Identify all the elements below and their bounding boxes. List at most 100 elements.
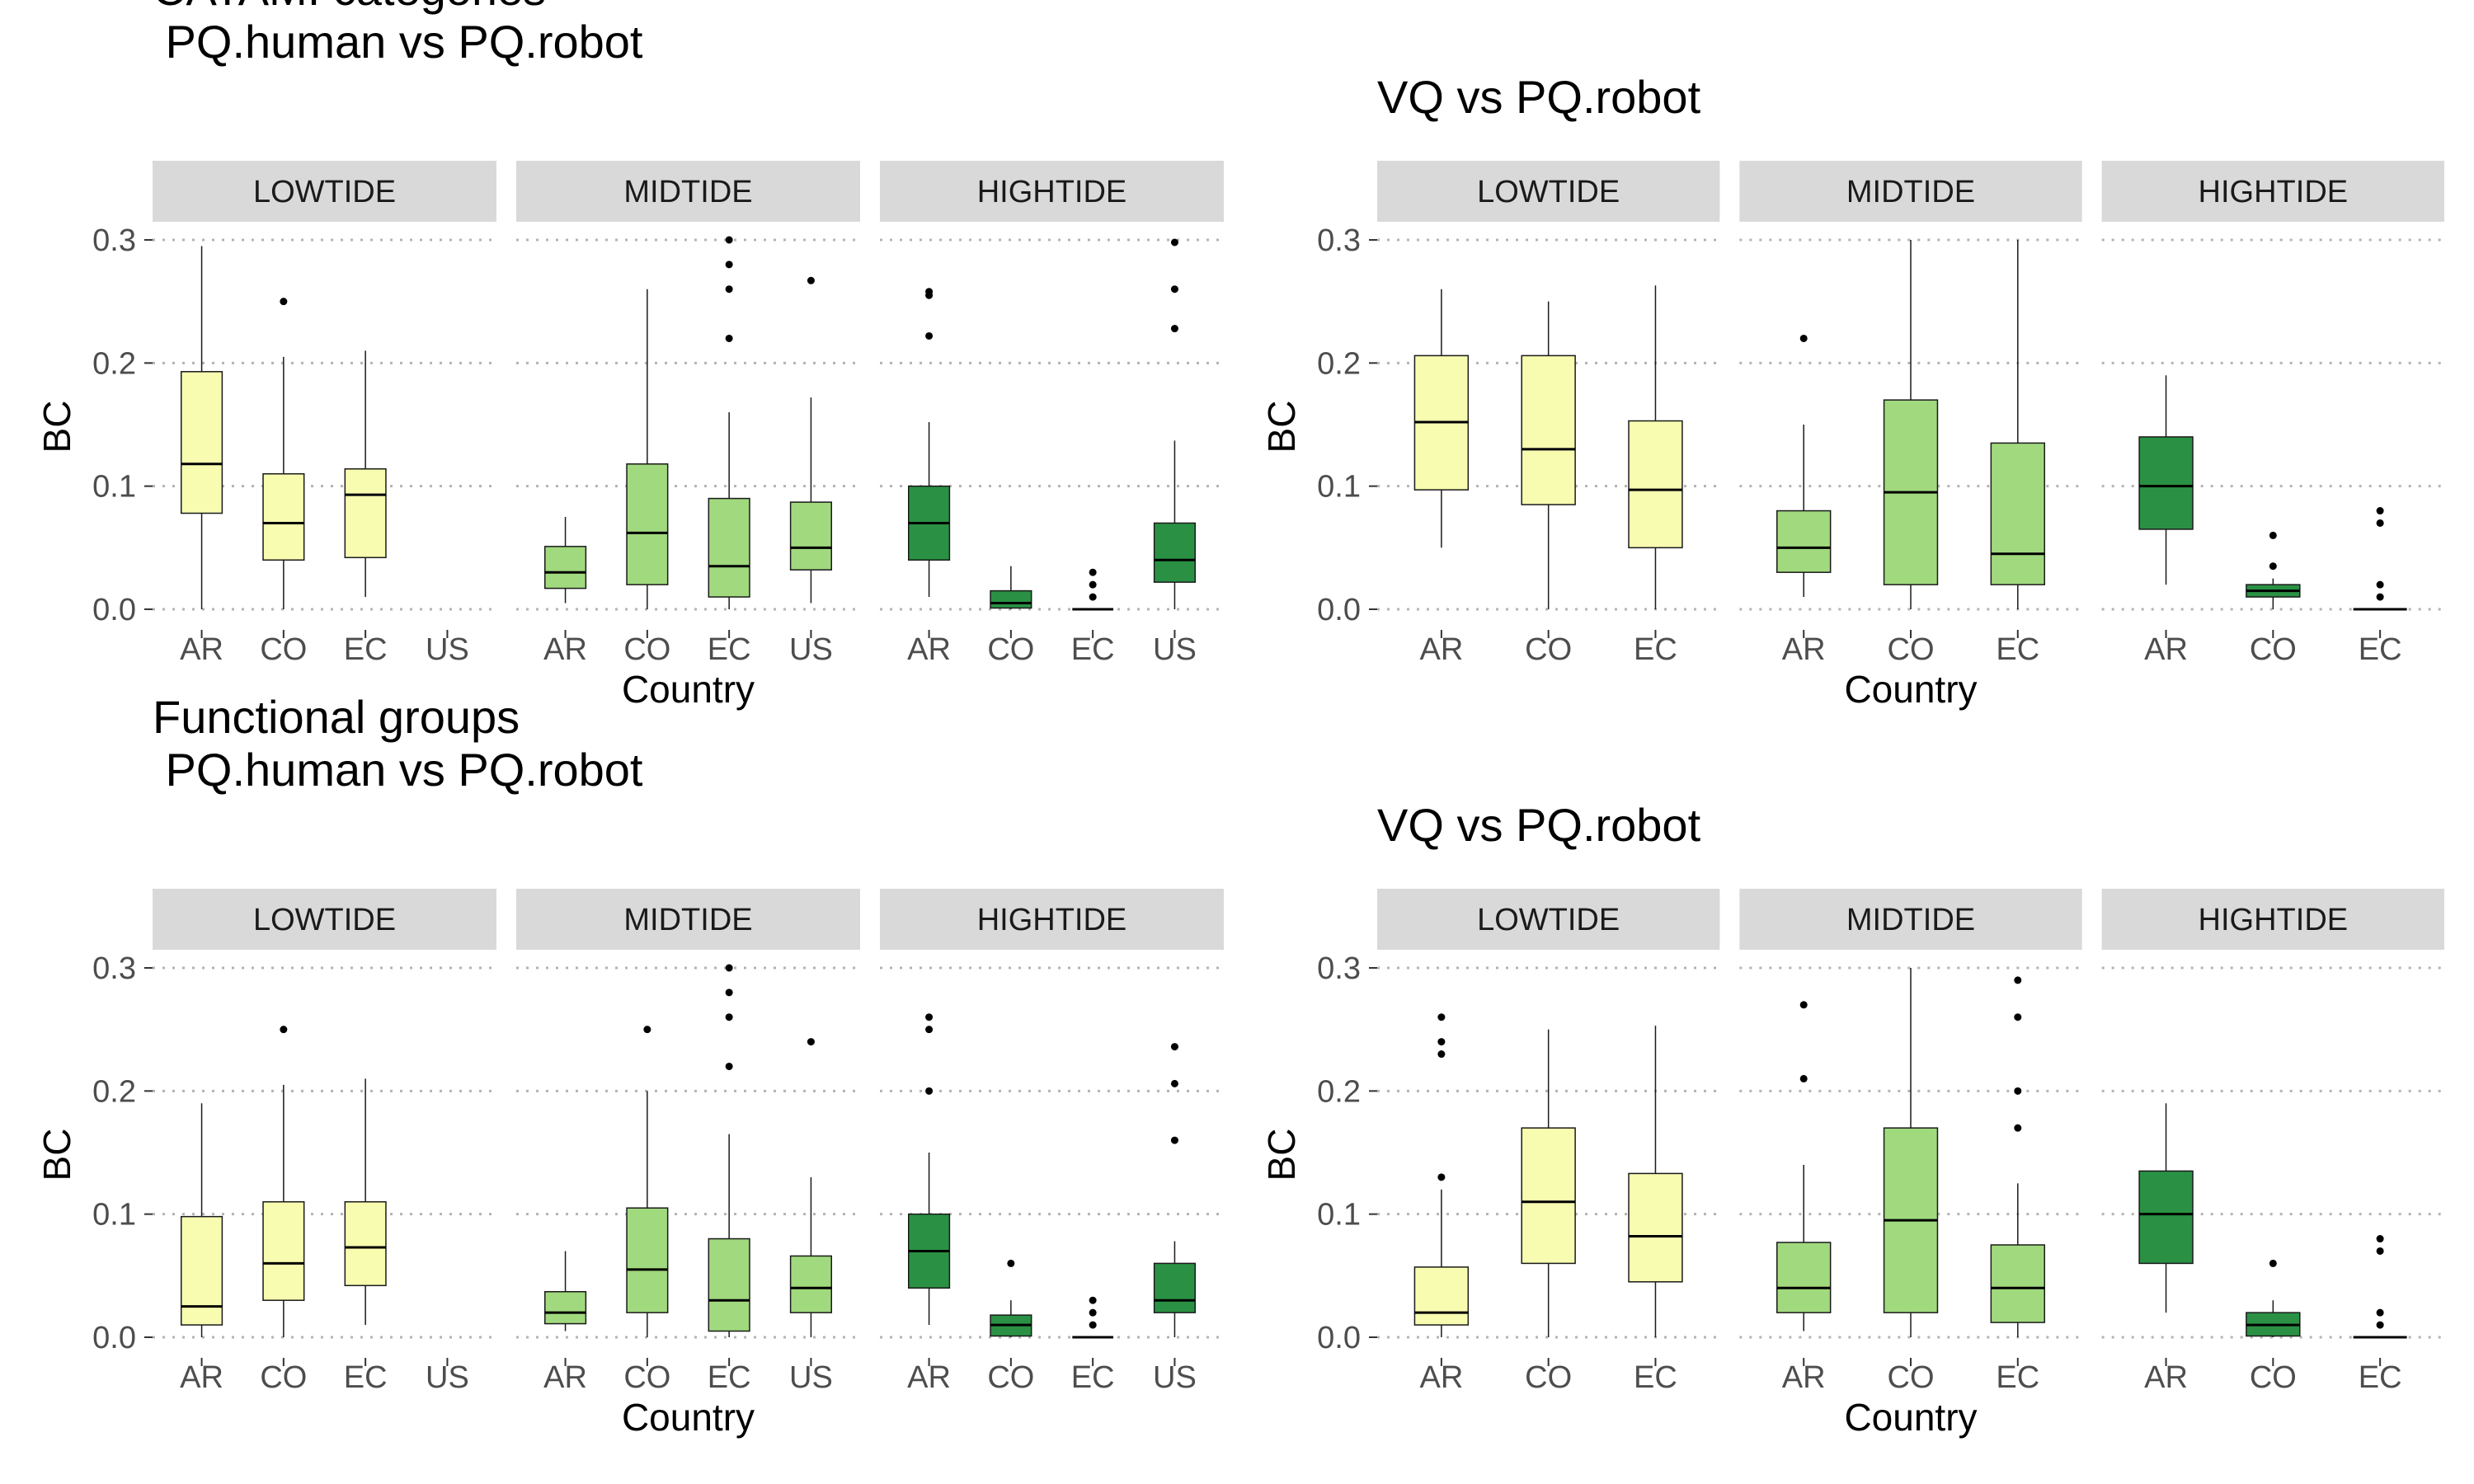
outlier-point <box>2269 1259 2277 1267</box>
box-iqr <box>708 497 750 598</box>
outlier-point <box>2376 1235 2384 1243</box>
y-axis-title: BC <box>1260 1129 1303 1181</box>
box-iqr <box>1990 1244 2045 1323</box>
box-iqr <box>344 1200 387 1287</box>
box-ec <box>1072 1296 1113 1339</box>
x-axis-title: Country <box>1844 1396 1977 1439</box>
y-tick-label: 0.0 <box>1317 593 1361 627</box>
box-iqr <box>1628 1172 1683 1283</box>
outlier-point <box>725 989 733 997</box>
box-ar <box>1776 334 1832 598</box>
facet-strip <box>516 889 860 950</box>
outlier-point <box>2269 562 2277 571</box>
box-iqr <box>1153 1262 1197 1313</box>
plot-title: VQ vs PQ.robot <box>1377 799 1701 851</box>
box-co <box>1521 301 1576 609</box>
plot-title: PQ.human vs PQ.robot <box>153 744 643 796</box>
box-iqr <box>2138 436 2194 530</box>
facet-strip-label: LOWTIDE <box>1477 903 1620 937</box>
box-iqr <box>181 1215 223 1326</box>
facet-strip <box>516 161 860 222</box>
outlier-point <box>807 276 815 284</box>
outlier-point <box>1437 1173 1446 1181</box>
box-ar <box>544 517 587 603</box>
box-iqr <box>789 501 832 571</box>
outlier-point <box>1437 1050 1446 1059</box>
box-co <box>2246 1259 2301 1337</box>
box-iqr <box>1628 420 1683 549</box>
facet-strip-label: LOWTIDE <box>253 903 396 937</box>
outlier-point <box>2014 1124 2022 1132</box>
facet-strip <box>2101 161 2444 222</box>
outlier-point <box>2269 531 2277 539</box>
outlier-point <box>925 1087 934 1095</box>
outlier-point <box>2376 1308 2384 1317</box>
box-ec <box>1628 1026 1683 1337</box>
outlier-point <box>1089 1321 1097 1329</box>
y-tick-label: 0.2 <box>92 346 136 381</box>
y-tick-label: 0.1 <box>92 1198 136 1233</box>
plot-title: CATAMI categories <box>153 0 546 15</box>
y-tick-label: 0.2 <box>1317 1074 1361 1109</box>
outlier-point <box>1170 285 1178 294</box>
box-iqr <box>626 463 669 585</box>
facet-strip <box>1377 161 1720 222</box>
y-tick-label: 0.3 <box>92 951 136 986</box>
facet-strip-label: HIGHTIDE <box>977 903 1127 937</box>
y-tick-label: 0.2 <box>92 1074 136 1109</box>
facet-strip-label: MIDTIDE <box>623 175 752 209</box>
box-iqr <box>181 371 223 514</box>
outlier-point <box>1170 325 1178 333</box>
outlier-point <box>1799 334 1808 342</box>
facet-strip-label: HIGHTIDE <box>977 175 1127 209</box>
facet-strip <box>880 161 1224 222</box>
outlier-point <box>1170 238 1178 247</box>
facet-strip <box>153 889 496 950</box>
facet-strip-label: MIDTIDE <box>623 903 752 937</box>
box-us <box>1153 1043 1197 1337</box>
y-tick-label: 0.1 <box>92 470 136 505</box>
plot-1: CATAMI categories PQ.human vs PQ.robot BC… <box>35 0 1224 711</box>
box-iqr <box>990 589 1032 609</box>
box-ec <box>1628 285 1683 609</box>
outlier-point <box>2376 507 2384 515</box>
box-iqr <box>789 1255 832 1313</box>
outlier-point <box>1170 1079 1178 1087</box>
outlier-point <box>1089 568 1097 576</box>
outlier-point <box>1170 1043 1178 1051</box>
outlier-point <box>725 261 733 269</box>
outlier-point <box>280 298 288 306</box>
box-co <box>1521 1029 1576 1337</box>
x-axis-title: Country <box>622 1396 755 1439</box>
box-ec <box>344 350 387 598</box>
box-co <box>2246 531 2301 609</box>
box-co <box>626 289 669 609</box>
outlier-point <box>643 1026 651 1034</box>
box-us <box>1153 238 1197 609</box>
box-ar <box>2138 1103 2194 1313</box>
box-co <box>990 1259 1032 1337</box>
box-us <box>789 1038 832 1337</box>
outlier-point <box>2014 1013 2022 1021</box>
plot-3: Functional groups PQ.human vs PQ.robot BC… <box>35 691 1224 1439</box>
outlier-point <box>2376 1321 2384 1329</box>
box-co <box>262 1026 305 1337</box>
facet-strip <box>1377 889 1720 950</box>
facet-strip <box>153 161 496 222</box>
plot-2: VQ vs PQ.robot BC 0.0 0.1 0.2 0.3 Country LOWTI… <box>1260 71 2444 711</box>
outlier-point <box>1437 1038 1446 1046</box>
box-ec <box>2353 507 2407 611</box>
y-axis-title: BC <box>35 1129 78 1181</box>
outlier-point <box>1089 1308 1097 1317</box>
outlier-point <box>1089 1296 1097 1304</box>
box-iqr <box>1776 1242 1832 1313</box>
box-co <box>990 566 1032 609</box>
x-axis-title: Country <box>1844 668 1977 711</box>
box-iqr <box>2138 1170 2194 1265</box>
y-tick-label: 0.0 <box>92 1321 136 1355</box>
box-iqr <box>544 1290 587 1325</box>
